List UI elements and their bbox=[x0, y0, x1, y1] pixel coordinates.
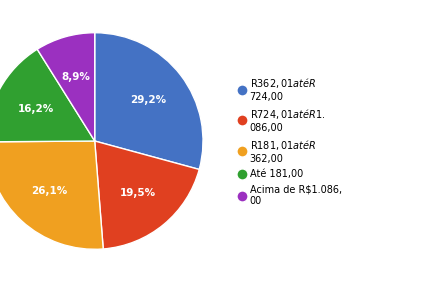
Wedge shape bbox=[0, 49, 95, 142]
Wedge shape bbox=[0, 141, 103, 249]
Wedge shape bbox=[95, 33, 203, 169]
Wedge shape bbox=[37, 33, 95, 141]
Text: 8,9%: 8,9% bbox=[61, 72, 90, 81]
Text: 19,5%: 19,5% bbox=[120, 188, 156, 198]
Text: 29,2%: 29,2% bbox=[130, 95, 166, 105]
Text: 16,2%: 16,2% bbox=[18, 104, 54, 114]
Legend: R$362,01 até R$
724,00, R$724,01 até R$1.
086,00, R$181,01 até R$
362,00, Até 18: R$362,01 até R$ 724,00, R$724,01 até R$1… bbox=[235, 74, 344, 208]
Text: 26,1%: 26,1% bbox=[32, 186, 68, 196]
Wedge shape bbox=[95, 141, 199, 249]
